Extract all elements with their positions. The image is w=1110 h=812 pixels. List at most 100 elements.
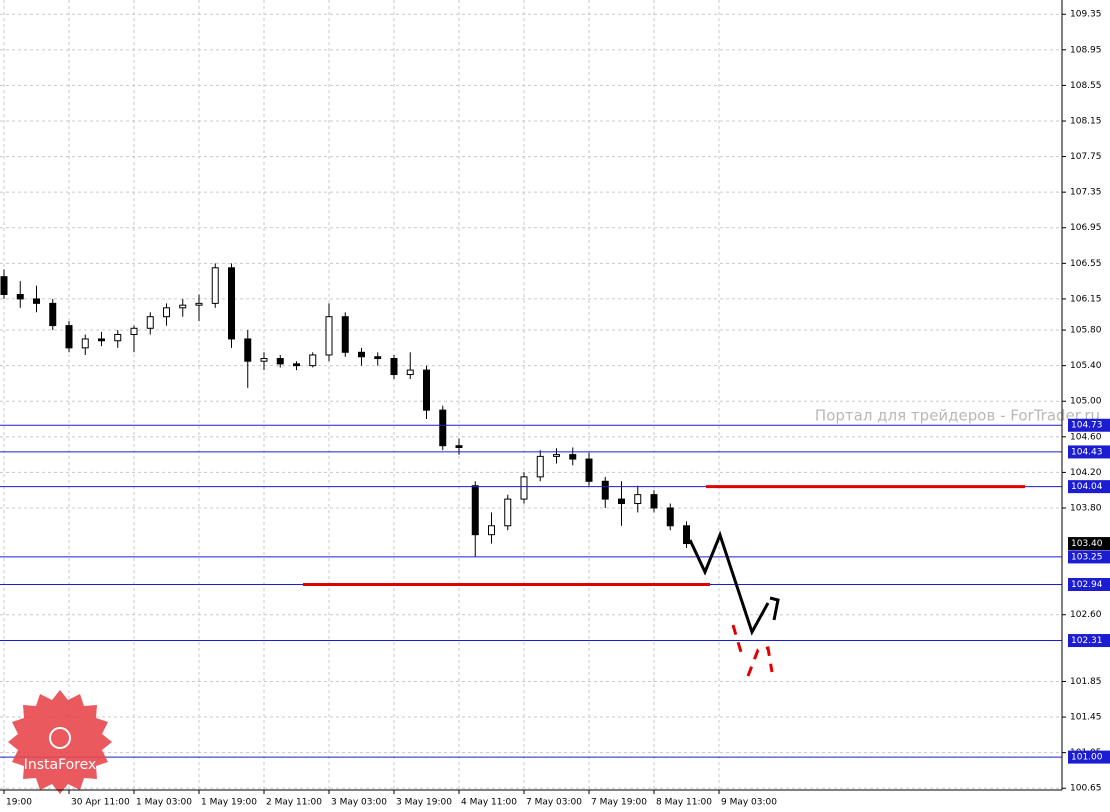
forecast-path [688, 530, 770, 636]
candle-body [195, 302, 203, 306]
y-tick-label: 101.85 [1070, 677, 1102, 687]
level-label: 104.73 [1071, 421, 1103, 431]
y-tick-label: 105.40 [1070, 361, 1102, 371]
level-box [1068, 418, 1110, 432]
level-box [1068, 577, 1110, 591]
y-tick-label: 107.75 [1070, 152, 1102, 162]
level-box [1068, 634, 1110, 648]
plot [0, 263, 1062, 758]
candle-body [374, 356, 382, 360]
candle-body [406, 369, 414, 376]
current-price-label: 103.40 [1071, 539, 1103, 549]
candle-body [358, 351, 365, 358]
candle-body [260, 358, 268, 362]
y-tick-label: 106.55 [1070, 259, 1102, 269]
logo-icon [49, 727, 71, 749]
y-tick-label: 104.20 [1070, 468, 1102, 478]
level-box [1068, 480, 1110, 494]
candle-body [683, 525, 690, 545]
level-label: 104.43 [1071, 447, 1103, 457]
candle-body [146, 316, 154, 329]
candle-body [114, 334, 122, 342]
candle-body [276, 358, 284, 365]
y-tick-label: 106.15 [1070, 294, 1102, 304]
candle-body [98, 338, 105, 342]
logo-text: InstaForex [24, 757, 97, 773]
x-tick-label: 30 Apr 11:00 [71, 798, 130, 808]
level-box [1068, 445, 1110, 459]
x-tick-label: 8 May 11:00 [656, 798, 712, 808]
instaforex-logo: InstaForex [8, 690, 112, 794]
candle-body [439, 409, 447, 447]
axes: 109.35 108.95 108.55 108.15 107.75 107.35 106.… [3, 10, 1110, 808]
x-tick-label: 7 May 03:00 [526, 798, 582, 808]
y-tick-label: 100.65 [1070, 784, 1102, 794]
candle-body [634, 494, 642, 505]
x-tick-label: 19:00 [6, 798, 32, 808]
y-tick-label: 106.95 [1070, 223, 1102, 233]
x-tick-label: 1 May 03:00 [136, 798, 192, 808]
x-tick-label: 3 May 03:00 [331, 798, 387, 808]
level-label: 102.94 [1071, 580, 1103, 590]
y-tick-label: 102.60 [1070, 610, 1102, 620]
candle-body [33, 298, 40, 304]
y-tick-label: 108.55 [1070, 81, 1102, 91]
candle-body [325, 316, 333, 356]
y-tick-label: 105.80 [1070, 326, 1102, 336]
candle-body [0, 276, 8, 295]
candle-body [455, 445, 463, 448]
candle-body [309, 354, 317, 367]
candle-body [65, 325, 73, 349]
y-tick-label: 103.80 [1070, 503, 1102, 513]
candle-body [49, 302, 57, 327]
candle-body [293, 363, 300, 367]
forecast-arrows [688, 530, 780, 677]
current-price-box [1068, 537, 1110, 551]
candle-body [585, 458, 593, 482]
forecast-arrowhead [769, 596, 780, 621]
y-tick-label: 101.45 [1070, 713, 1102, 723]
candle-body [471, 485, 479, 536]
candle-body [650, 494, 658, 509]
candle-body [601, 480, 609, 500]
candle-body [341, 316, 349, 353]
level-box [1068, 750, 1110, 764]
grid [0, 0, 1062, 790]
candle-body [520, 476, 528, 500]
y-tick-label: 104.60 [1070, 432, 1102, 442]
candle-body [228, 267, 235, 340]
x-tick-label: 3 May 19:00 [396, 798, 452, 808]
x-tick-label: 4 May 11:00 [461, 798, 517, 808]
candle-body [179, 304, 187, 309]
candle-body [488, 525, 495, 536]
x-tick-label: 9 May 03:00 [721, 798, 777, 808]
logo-badge [8, 690, 112, 794]
alt-path [731, 624, 743, 653]
x-tick-label: 2 May 11:00 [266, 798, 322, 808]
level-label: 103.25 [1071, 552, 1103, 562]
candle-body [504, 498, 512, 527]
y-tick-label: 109.35 [1070, 10, 1102, 20]
y-tick-label: 108.15 [1070, 116, 1102, 126]
candle-body [553, 454, 560, 457]
level-label: 104.04 [1071, 482, 1103, 492]
candle-body [666, 507, 674, 527]
y-tick-label: 105.00 [1070, 397, 1102, 407]
x-tick-label: 1 May 19:00 [201, 798, 257, 808]
level-box [1068, 550, 1110, 564]
candle-body [130, 327, 138, 336]
candle-body [211, 267, 219, 304]
x-tick-label: 7 May 19:00 [591, 798, 647, 808]
candle-body [163, 307, 170, 318]
candle-body [618, 498, 625, 505]
candle-body [536, 455, 544, 478]
candle-body [16, 293, 24, 300]
level-label: 102.31 [1071, 636, 1103, 646]
level-label: 101.00 [1071, 753, 1103, 763]
candle-body [81, 338, 89, 349]
candle-body [569, 454, 577, 460]
y-tick-label: 107.35 [1070, 188, 1102, 198]
y-tick-label: 108.95 [1070, 45, 1102, 55]
